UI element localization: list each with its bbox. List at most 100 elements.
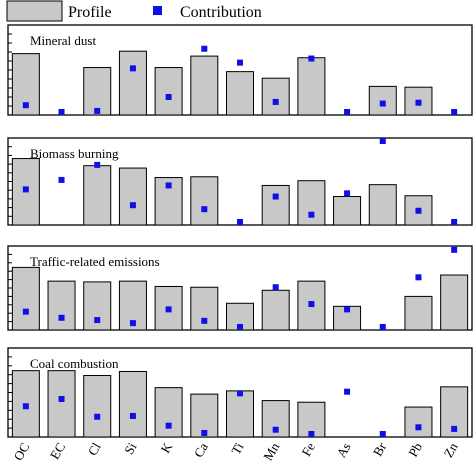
contribution-point-mn bbox=[273, 194, 279, 200]
contribution-point-pb bbox=[415, 274, 421, 280]
profile-bar-si bbox=[119, 168, 146, 225]
profile-bar-pb bbox=[405, 407, 432, 437]
panel-title: Coal combustion bbox=[30, 356, 119, 371]
contribution-point-ec bbox=[59, 109, 65, 115]
profile-bar-k bbox=[155, 68, 182, 115]
profile-bar-ca bbox=[191, 177, 218, 225]
category-label-mn: Mn bbox=[260, 440, 282, 464]
panel-0: Mineral dust bbox=[8, 25, 472, 115]
contribution-point-ca bbox=[201, 430, 207, 436]
category-label-pb: Pb bbox=[405, 440, 425, 459]
category-label-oc: OC bbox=[10, 440, 32, 463]
profile-bar-cl bbox=[84, 68, 111, 115]
contribution-point-as bbox=[344, 109, 350, 115]
contribution-point-br bbox=[380, 431, 386, 437]
category-label-ca: Ca bbox=[191, 440, 211, 460]
profile-bar-cl bbox=[84, 166, 111, 225]
contribution-point-ec bbox=[59, 315, 65, 321]
profile-bar-fe bbox=[298, 58, 325, 115]
contribution-point-cl bbox=[94, 317, 100, 323]
profile-bar-ti bbox=[227, 391, 254, 437]
contribution-point-mn bbox=[273, 427, 279, 433]
contribution-point-oc bbox=[23, 403, 29, 409]
contribution-point-as bbox=[344, 190, 350, 196]
contribution-point-pb bbox=[415, 100, 421, 106]
profile-bar-oc bbox=[12, 267, 39, 330]
contribution-point-si bbox=[130, 65, 136, 71]
contribution-point-ca bbox=[201, 318, 207, 324]
contribution-point-cl bbox=[94, 162, 100, 168]
profile-bar-mn bbox=[262, 185, 289, 225]
legend-profile-label: Profile bbox=[68, 4, 112, 21]
contribution-point-br bbox=[380, 138, 386, 144]
contribution-point-br bbox=[380, 101, 386, 107]
profile-bar-br bbox=[369, 185, 396, 225]
legend-profile-swatch bbox=[7, 1, 62, 21]
contribution-point-fe bbox=[308, 56, 314, 62]
category-label-zn: Zn bbox=[441, 440, 461, 460]
contribution-point-oc bbox=[23, 102, 29, 108]
category-label-k: K bbox=[158, 439, 176, 455]
contribution-point-mn bbox=[273, 99, 279, 105]
contribution-point-k bbox=[166, 306, 172, 312]
contribution-point-zn bbox=[451, 426, 457, 432]
profile-bar-zn bbox=[441, 275, 468, 330]
profile-bar-si bbox=[119, 51, 146, 115]
contribution-point-zn bbox=[451, 109, 457, 115]
panel-title: Mineral dust bbox=[30, 33, 96, 48]
contribution-point-ca bbox=[201, 46, 207, 52]
contribution-point-as bbox=[344, 389, 350, 395]
panel-1: Biomass burning bbox=[8, 138, 472, 225]
contribution-point-si bbox=[130, 413, 136, 419]
contribution-point-ca bbox=[201, 206, 207, 212]
contribution-point-zn bbox=[451, 219, 457, 225]
category-label-as: As bbox=[333, 440, 353, 460]
panels: Mineral dust Biomass burning Traffic-relat… bbox=[8, 25, 472, 437]
contribution-point-fe bbox=[308, 212, 314, 218]
profile-bar-ec bbox=[48, 371, 75, 437]
contribution-point-br bbox=[380, 324, 386, 330]
profile-bar-fe bbox=[298, 181, 325, 225]
contribution-point-cl bbox=[94, 108, 100, 114]
profile-bar-si bbox=[119, 371, 146, 437]
legend-contribution-marker bbox=[153, 6, 162, 15]
contribution-point-mn bbox=[273, 284, 279, 290]
contribution-point-cl bbox=[94, 414, 100, 420]
contribution-point-zn bbox=[451, 247, 457, 253]
contribution-point-oc bbox=[23, 309, 29, 315]
contribution-point-as bbox=[344, 306, 350, 312]
profile-bar-cl bbox=[84, 376, 111, 437]
profile-bar-pb bbox=[405, 296, 432, 330]
contribution-point-k bbox=[166, 94, 172, 100]
category-label-ec: EC bbox=[47, 440, 68, 462]
legend: Profile Contribution bbox=[7, 1, 262, 21]
category-label-fe: Fe bbox=[298, 440, 318, 459]
profile-bar-mn bbox=[262, 290, 289, 330]
category-label-br: Br bbox=[370, 439, 390, 458]
contribution-point-pb bbox=[415, 424, 421, 430]
contribution-point-k bbox=[166, 182, 172, 188]
contribution-point-k bbox=[166, 423, 172, 429]
profile-bar-mn bbox=[262, 78, 289, 115]
category-label-si: Si bbox=[121, 440, 140, 457]
profile-bar-ec bbox=[48, 281, 75, 330]
panel-title: Traffic-related emissions bbox=[30, 254, 160, 269]
contribution-point-ec bbox=[59, 396, 65, 402]
profile-bar-ca bbox=[191, 56, 218, 115]
contribution-point-ec bbox=[59, 177, 65, 183]
contribution-point-ti bbox=[237, 60, 243, 66]
x-axis-labels: OC EC Cl Si K Ca Ti Mn Fe As Br Pb Zn bbox=[10, 439, 461, 463]
contribution-point-si bbox=[130, 202, 136, 208]
category-label-cl: Cl bbox=[85, 440, 104, 458]
contribution-point-fe bbox=[308, 431, 314, 437]
contribution-point-pb bbox=[415, 208, 421, 214]
contribution-point-ti bbox=[237, 219, 243, 225]
panel-title: Biomass burning bbox=[30, 146, 119, 161]
contribution-point-si bbox=[130, 320, 136, 326]
profile-bar-ti bbox=[227, 72, 254, 115]
panel-3: Coal combustion bbox=[8, 348, 472, 437]
profile-bar-as bbox=[334, 197, 361, 225]
panel-2: Traffic-related emissions bbox=[8, 246, 472, 330]
contribution-point-ti bbox=[237, 324, 243, 330]
